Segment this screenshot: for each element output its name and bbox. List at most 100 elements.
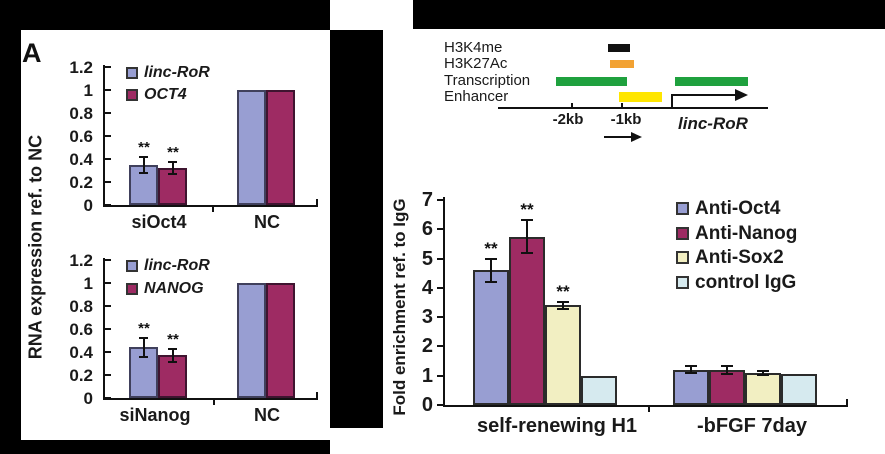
bar: [673, 370, 709, 405]
track-label: H3K4me: [444, 39, 503, 56]
y-tick-label: 0.6: [69, 127, 93, 146]
error-bar-cap: [557, 308, 569, 310]
y-tick: [437, 316, 443, 318]
bar: [545, 305, 581, 405]
significance-marker: **: [167, 144, 179, 161]
y-tick: [437, 404, 443, 406]
track-label: H3K27Ac: [444, 55, 508, 72]
error-bar: [172, 162, 174, 174]
y-tick-label: 3: [421, 306, 433, 328]
y-tick-label: 0.6: [69, 320, 93, 339]
y-tick: [105, 135, 111, 137]
y-tick-label: 7: [421, 189, 433, 211]
track-bar: [675, 77, 748, 86]
tss-arrow-riser: [671, 94, 673, 107]
y-tick: [105, 259, 111, 261]
error-bar: [690, 366, 692, 373]
y-tick: [437, 199, 443, 201]
y-tick-label: 0.4: [69, 343, 93, 362]
error-bar-cap: [521, 252, 533, 254]
error-bar-cap: [521, 219, 533, 221]
y-tick-label: 5: [421, 248, 433, 270]
error-bar: [762, 371, 764, 375]
track-bar: [610, 60, 634, 68]
error-bar: [526, 220, 528, 252]
significance-marker: **: [556, 282, 570, 301]
significance-marker: **: [167, 331, 179, 348]
error-bar-cap: [757, 374, 769, 376]
legend-swatch: [126, 260, 138, 272]
y-tick: [437, 345, 443, 347]
bar: [581, 376, 617, 405]
y-axis: [103, 65, 105, 207]
y-tick: [105, 374, 111, 376]
legend-swatch: [676, 227, 689, 240]
panel-divider: [330, 30, 383, 428]
y-tick-label: 4: [421, 277, 433, 299]
direction-arrow-head: [631, 132, 642, 142]
error-bar: [490, 259, 492, 282]
track-bar: [556, 77, 627, 86]
legend-label: OCT4: [144, 86, 187, 103]
y-tick: [105, 282, 111, 284]
legend-label: Anti-Sox2: [695, 247, 784, 268]
error-bar-cap: [139, 156, 148, 158]
x-axis-end-tick: [316, 199, 318, 205]
error-bar-cap: [485, 258, 497, 260]
scale-label: -1kb: [610, 111, 642, 128]
y-tick: [437, 287, 443, 289]
bar: [509, 237, 545, 405]
x-axis-end-tick: [846, 399, 848, 405]
x-axis-end-tick: [316, 392, 318, 398]
y-tick-label: 1.2: [69, 58, 93, 77]
y-tick: [105, 328, 111, 330]
y-tick-label: 0.2: [69, 173, 93, 192]
category-label: NC: [254, 212, 280, 232]
error-bar-cap: [757, 370, 769, 372]
y-tick-label: 0: [421, 394, 433, 416]
bar: [266, 90, 295, 205]
y-tick-label: 0: [83, 389, 93, 408]
tss-arrow-line: [671, 94, 736, 96]
y-tick-label: 1.2: [69, 251, 93, 270]
error-bar-cap: [139, 356, 148, 358]
y-tick-label: 1: [83, 274, 93, 293]
y-tick-label: 6: [421, 218, 433, 240]
error-bar-cap: [168, 348, 177, 350]
error-bar-cap: [168, 173, 177, 175]
y-tick-label: 0.2: [69, 366, 93, 385]
y-tick: [105, 66, 111, 68]
y-tick: [105, 158, 111, 160]
panel-b-top-bar: [413, 0, 885, 29]
error-bar-cap: [685, 365, 697, 367]
error-bar: [726, 366, 728, 374]
legend-label: control IgG: [695, 272, 797, 293]
gene-label: linc-RoR: [678, 114, 748, 133]
scale-label: -2kb: [552, 111, 584, 128]
y-tick: [437, 228, 443, 230]
bar: [781, 374, 817, 405]
y-tick-label: 0.8: [69, 104, 93, 123]
y-axis: [103, 258, 105, 400]
bar: [745, 373, 781, 405]
genomic-axis: [498, 107, 768, 109]
y-tick: [105, 112, 111, 114]
category-label: self-renewing H1: [476, 415, 638, 437]
error-bar: [143, 338, 145, 356]
error-bar-cap: [721, 373, 733, 375]
error-bar-cap: [685, 372, 697, 374]
error-bar-cap: [139, 172, 148, 174]
y-tick: [105, 305, 111, 307]
legend-swatch: [676, 251, 689, 264]
x-axis: [443, 405, 848, 407]
error-bar-cap: [139, 337, 148, 339]
legend-label: NANOG: [144, 280, 204, 297]
error-bar-cap: [557, 301, 569, 303]
x-axis: [103, 205, 318, 207]
bar: [473, 270, 509, 405]
y-tick: [105, 204, 111, 206]
legend-swatch: [126, 89, 138, 101]
bar: [237, 90, 266, 205]
category-label: siOct4: [131, 212, 187, 232]
y-tick: [437, 375, 443, 377]
